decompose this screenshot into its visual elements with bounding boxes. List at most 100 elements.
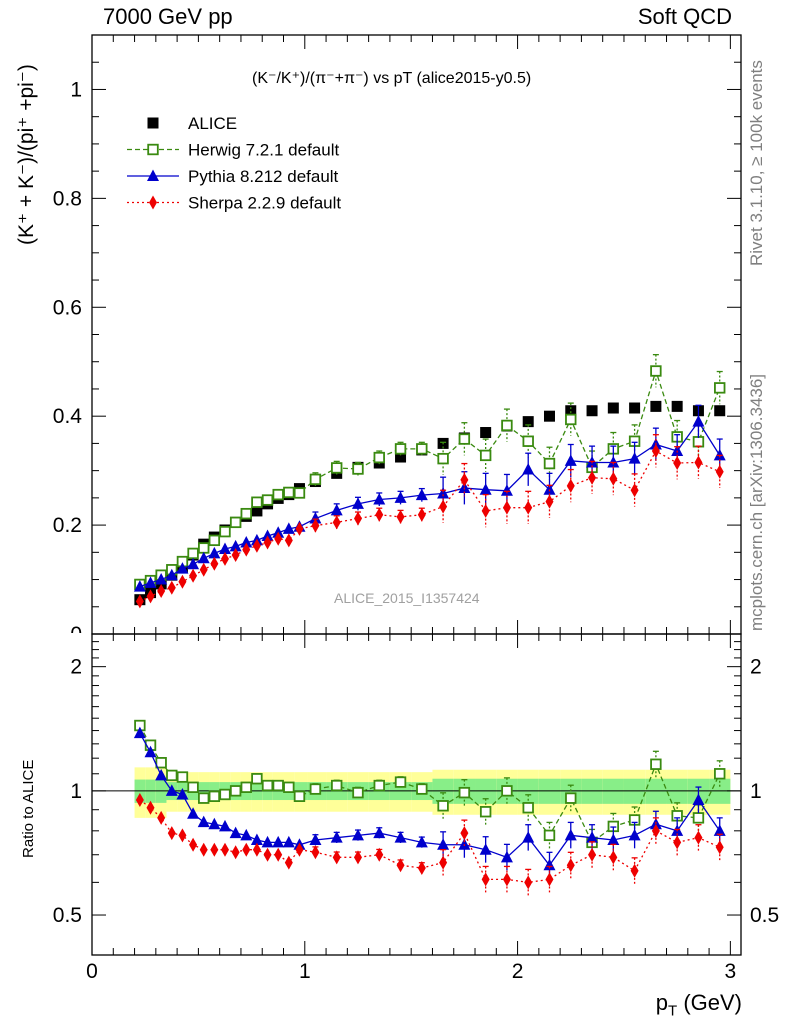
main-point-pythia [458,481,471,494]
x-axis-label-unit: (GeV) [677,990,742,1015]
legend-label: ALICE [188,114,237,133]
main-point-herwig [331,462,343,474]
ratio-point-herwig [229,785,242,797]
ratio-series-pythia [133,726,726,879]
header-left: 7000 GeV pp [103,4,233,29]
main-point-alice [671,400,683,412]
main-series-pythia [133,404,726,592]
main-point-pythia [229,539,242,552]
ratio-point-sherpa [524,875,533,890]
ratio-point-pythia [522,831,535,843]
main-point-sherpa [651,444,660,459]
main-point-herwig [272,488,284,501]
ratio-point-sherpa [588,847,597,862]
main-point-herwig [240,507,252,520]
main-point-pythia [500,484,513,496]
legend-label: Sherpa 2.2.9 default [188,194,341,213]
main-point-sherpa [189,568,198,583]
analysis-label: ALICE_2015_I1357424 [334,590,480,606]
main-point-herwig [373,451,385,464]
ratio-point-herwig [240,781,252,793]
ratio-point-pythia [272,835,285,848]
ratio-point-herwig [458,786,471,799]
main-point-pythia [197,551,210,564]
main-point-pythia [330,503,343,516]
main-point-sherpa [252,538,261,553]
ratio-point-sherpa [417,861,426,876]
main-point-pythia [671,444,684,457]
main-point-sherpa [545,494,554,509]
main-point-herwig [458,433,471,445]
ratio-point-pythia [250,833,263,846]
legend-marker [149,195,157,210]
main-point-alice [586,405,598,417]
main-point-pythia [187,557,200,570]
main-point-herwig [479,449,492,462]
x-axis-label: pT (GeV) [656,990,742,1019]
ratio-point-herwig [283,781,295,793]
main-point-pythia [155,573,168,585]
main-point-sherpa [311,518,320,533]
ratio-point-pythia [330,831,343,843]
ratio-point-sherpa [460,826,469,841]
ratio-point-pythia [564,828,577,841]
main-point-sherpa [199,562,208,577]
main-point-pythia [692,415,705,427]
ratio-point-sherpa [199,842,208,857]
ratio-point-herwig [522,802,534,814]
ratio-point-herwig [261,779,274,792]
main-point-alice [714,405,726,417]
main-point-herwig [251,496,263,508]
ratio-point-pythia [437,838,450,850]
y-tick-label: 0.8 [53,187,82,210]
legend-marker [147,169,159,181]
y-tick-label: 1 [70,78,82,101]
ratio-point-pythia [394,831,407,843]
main-point-alice [251,505,263,517]
ratio-point-herwig [437,800,449,812]
ratio-point-pythia [543,858,556,871]
main-point-alice [395,451,407,463]
ratio-point-herwig [692,812,705,824]
ratio-point-pythia [240,828,253,841]
ratio-y-tick-label: 1 [70,780,82,803]
legend-entry: Pythia 8.212 default [127,167,339,186]
x-tick-label: 1 [299,960,311,983]
main-point-sherpa [609,471,618,486]
ratio-point-herwig [479,806,492,818]
ratio-point-herwig [309,783,322,795]
ratio-point-pythia [133,726,146,739]
ratio-y-tick-label: 0.5 [53,904,82,927]
rivet-label: Rivet 3.1.10, ≥ 100k events [747,60,766,266]
main-point-pythia [218,542,231,555]
main-point-pythia [261,529,274,541]
main-point-pythia [437,487,450,499]
legend-entry: ALICE [147,114,237,133]
main-point-herwig [198,542,210,554]
ratio-frame [91,633,742,956]
main-point-sherpa [502,500,511,515]
x-tick-label: 0 [86,960,98,983]
plot-title: (K⁻/K⁺)/(π⁻+π⁻) vs pT (alice2015-y0.5) [252,70,532,87]
main-point-pythia [133,580,146,592]
main-point-herwig [293,487,306,499]
ratio-point-pythia [155,768,168,781]
main-point-sherpa [439,499,448,514]
main-point-alice [650,400,662,412]
main-point-pythia [165,568,178,581]
main-point-sherpa [694,455,703,470]
y-tick-label: 0.2 [53,514,82,537]
main-point-alice [480,427,492,439]
main-point-sherpa [295,521,304,536]
ratio-point-pythia [282,835,295,848]
main-series-alice [134,400,726,606]
ratio-point-sherpa [242,842,251,857]
ratio-point-pythia [479,843,492,855]
main-point-sherpa [146,589,155,604]
ratio-point-sherpa [167,826,176,841]
ratio-point-pythia [218,819,231,832]
ratio-series-herwig [134,719,726,856]
legend-label: Pythia 8.212 default [188,167,339,186]
main-point-sherpa [178,574,187,589]
ratio-point-pythia [261,835,274,848]
